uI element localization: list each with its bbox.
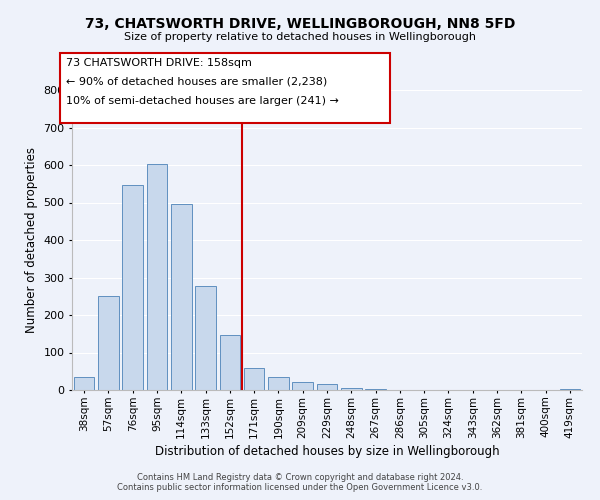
Y-axis label: Number of detached properties: Number of detached properties xyxy=(25,147,38,333)
Bar xyxy=(98,296,119,390)
Text: Contains HM Land Registry data © Crown copyright and database right 2024.: Contains HM Land Registry data © Crown c… xyxy=(137,472,463,482)
Text: 10% of semi-detached houses are larger (241) →: 10% of semi-detached houses are larger (… xyxy=(66,96,339,106)
Bar xyxy=(365,389,386,390)
X-axis label: Distribution of detached houses by size in Wellingborough: Distribution of detached houses by size … xyxy=(155,444,499,458)
Bar xyxy=(560,389,580,390)
Text: Size of property relative to detached houses in Wellingborough: Size of property relative to detached ho… xyxy=(124,32,476,42)
Bar xyxy=(74,377,94,390)
Bar xyxy=(122,184,143,390)
Text: 73, CHATSWORTH DRIVE, WELLINGBOROUGH, NN8 5FD: 73, CHATSWORTH DRIVE, WELLINGBOROUGH, NN… xyxy=(85,18,515,32)
Text: ← 90% of detached houses are smaller (2,238): ← 90% of detached houses are smaller (2,… xyxy=(66,76,327,86)
Bar xyxy=(268,377,289,390)
Text: 73 CHATSWORTH DRIVE: 158sqm: 73 CHATSWORTH DRIVE: 158sqm xyxy=(66,58,252,68)
Text: Contains public sector information licensed under the Open Government Licence v3: Contains public sector information licen… xyxy=(118,484,482,492)
Bar xyxy=(244,368,265,390)
Bar xyxy=(220,335,240,390)
Bar xyxy=(292,382,313,390)
Bar xyxy=(317,384,337,390)
Bar xyxy=(146,164,167,390)
Bar xyxy=(341,388,362,390)
Bar xyxy=(195,286,216,390)
Bar xyxy=(171,204,191,390)
